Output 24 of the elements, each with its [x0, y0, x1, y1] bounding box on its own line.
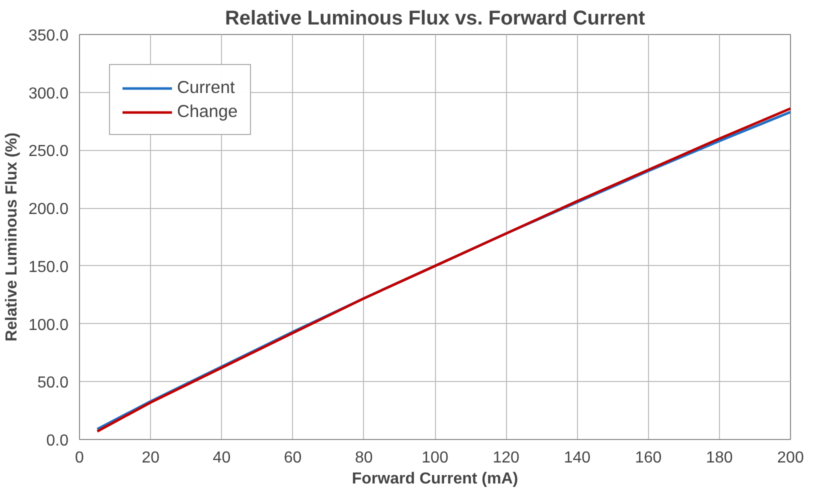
x-tick-label: 100: [422, 450, 448, 466]
x-tick-label: 180: [706, 450, 733, 466]
x-tick-label: 80: [355, 450, 373, 466]
x-tick-label: 160: [634, 450, 662, 466]
y-tick-label: 0.0: [46, 432, 69, 450]
legend-label: Change: [177, 101, 238, 122]
x-axis-title: Forward Current (mA): [352, 470, 518, 488]
y-tick-label: 150.0: [28, 258, 69, 276]
y-tick-label: 250.0: [28, 143, 69, 160]
x-tick-label: 0: [75, 450, 84, 466]
y-tick-label: 100.0: [28, 316, 69, 334]
y-tick-label: 50.0: [37, 374, 69, 392]
y-axis-title: Relative Luminous Flux (%): [3, 132, 20, 342]
x-tick-label: 200: [777, 450, 804, 466]
y-tick-label: 350.0: [28, 28, 69, 44]
x-tick-label: 140: [564, 450, 591, 466]
x-tick-label: 40: [212, 450, 231, 466]
legend-label: Current: [177, 77, 235, 98]
x-tick-label: 120: [492, 450, 520, 466]
y-tick-label: 300.0: [28, 85, 69, 102]
x-tick-label: 20: [142, 450, 160, 466]
y-tick-label: 200.0: [28, 201, 69, 218]
chart-title: Relative Luminous Flux vs. Forward Current: [224, 8, 646, 30]
x-tick-label: 60: [284, 450, 302, 466]
